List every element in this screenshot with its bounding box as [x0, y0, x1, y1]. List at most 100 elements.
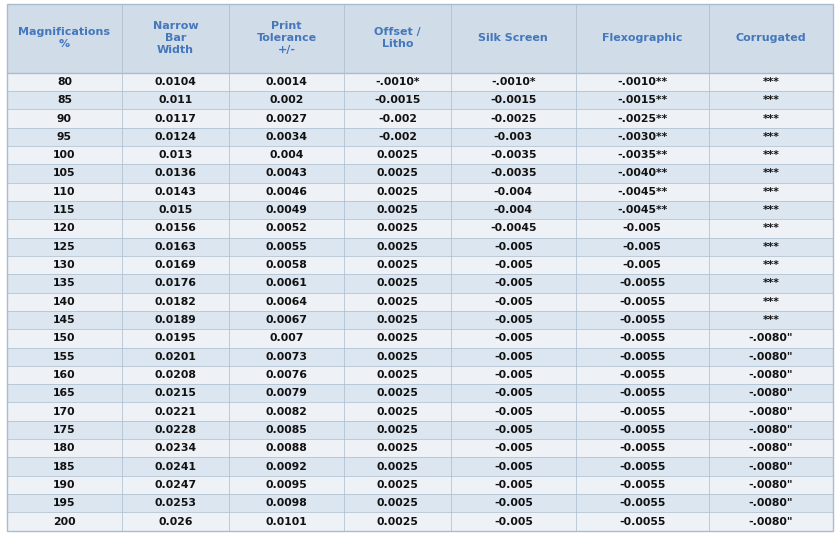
- Text: -0.005: -0.005: [494, 315, 533, 325]
- Text: 0.0055: 0.0055: [265, 242, 307, 252]
- Text: Silk Screen: Silk Screen: [479, 34, 549, 43]
- Text: -0.0055: -0.0055: [619, 351, 665, 362]
- Text: -0.002: -0.002: [378, 113, 417, 124]
- Bar: [7, 402, 833, 421]
- Text: -.0035**: -.0035**: [617, 150, 667, 160]
- Text: 0.0082: 0.0082: [265, 407, 307, 417]
- Bar: [7, 201, 833, 219]
- Text: -0.005: -0.005: [494, 297, 533, 307]
- Text: -0.005: -0.005: [494, 444, 533, 453]
- Text: -0.005: -0.005: [494, 260, 533, 270]
- Text: -0.0055: -0.0055: [619, 480, 665, 490]
- Text: -0.005: -0.005: [494, 242, 533, 252]
- Text: -0.002: -0.002: [378, 132, 417, 142]
- Text: 125: 125: [53, 242, 76, 252]
- Text: Corrugated: Corrugated: [736, 34, 806, 43]
- Text: -.0080": -.0080": [748, 388, 793, 399]
- Text: -.0080": -.0080": [748, 517, 793, 526]
- Text: 0.0117: 0.0117: [155, 113, 197, 124]
- Text: 0.0143: 0.0143: [155, 187, 197, 197]
- Text: ***: ***: [763, 224, 780, 233]
- Text: 0.0095: 0.0095: [265, 480, 307, 490]
- Text: 0.0025: 0.0025: [377, 169, 418, 179]
- Text: 110: 110: [53, 187, 76, 197]
- Text: 0.0221: 0.0221: [155, 407, 197, 417]
- Text: -.0080": -.0080": [748, 351, 793, 362]
- Bar: [7, 384, 833, 402]
- Text: 0.0195: 0.0195: [155, 333, 197, 343]
- Bar: [7, 366, 833, 384]
- Text: 0.015: 0.015: [159, 205, 192, 215]
- Text: 0.0208: 0.0208: [155, 370, 197, 380]
- Text: 0.004: 0.004: [270, 150, 304, 160]
- Bar: [7, 146, 833, 164]
- Text: 0.0064: 0.0064: [265, 297, 307, 307]
- Text: 180: 180: [53, 444, 76, 453]
- Text: 80: 80: [57, 77, 72, 87]
- Text: 90: 90: [57, 113, 72, 124]
- Bar: [7, 311, 833, 329]
- Bar: [7, 91, 833, 109]
- Text: 95: 95: [57, 132, 72, 142]
- Text: 0.0228: 0.0228: [155, 425, 197, 435]
- Text: 0.0156: 0.0156: [155, 224, 197, 233]
- Text: 0.011: 0.011: [159, 95, 192, 105]
- Text: -.0080": -.0080": [748, 498, 793, 508]
- Text: 0.0189: 0.0189: [155, 315, 197, 325]
- Bar: [7, 348, 833, 366]
- Text: ***: ***: [763, 315, 780, 325]
- Text: -0.005: -0.005: [494, 351, 533, 362]
- Bar: [7, 164, 833, 182]
- Text: 165: 165: [53, 388, 76, 399]
- Text: -0.0015: -0.0015: [375, 95, 421, 105]
- Text: 0.0046: 0.0046: [265, 187, 307, 197]
- Text: -0.0055: -0.0055: [619, 315, 665, 325]
- Text: -0.0035: -0.0035: [490, 169, 537, 179]
- Text: -0.0055: -0.0055: [619, 517, 665, 526]
- Text: ***: ***: [763, 278, 780, 288]
- Text: Narrow
Bar
Width: Narrow Bar Width: [153, 21, 198, 56]
- Text: -.0080": -.0080": [748, 407, 793, 417]
- Text: 150: 150: [53, 333, 76, 343]
- Text: 0.0104: 0.0104: [155, 77, 197, 87]
- Text: -0.0055: -0.0055: [619, 462, 665, 471]
- Text: 0.0079: 0.0079: [265, 388, 307, 399]
- Bar: [7, 513, 833, 531]
- Bar: [7, 421, 833, 439]
- Text: ***: ***: [763, 297, 780, 307]
- Bar: [7, 128, 833, 146]
- Text: -0.0055: -0.0055: [619, 498, 665, 508]
- Text: 0.0058: 0.0058: [265, 260, 307, 270]
- Text: 0.0025: 0.0025: [377, 462, 418, 471]
- Text: 0.0215: 0.0215: [155, 388, 197, 399]
- Text: -.0045**: -.0045**: [617, 187, 667, 197]
- Text: 0.0025: 0.0025: [377, 278, 418, 288]
- Bar: [7, 494, 833, 513]
- Bar: [7, 238, 833, 256]
- Text: -.0030**: -.0030**: [617, 132, 667, 142]
- Bar: [7, 274, 833, 293]
- Text: -0.0055: -0.0055: [619, 407, 665, 417]
- Text: -0.0055: -0.0055: [619, 388, 665, 399]
- Text: 0.013: 0.013: [159, 150, 192, 160]
- Text: -0.005: -0.005: [494, 517, 533, 526]
- Text: 0.0025: 0.0025: [377, 517, 418, 526]
- Text: 0.0098: 0.0098: [265, 498, 307, 508]
- Bar: [7, 329, 833, 348]
- Text: -0.005: -0.005: [494, 278, 533, 288]
- Text: 170: 170: [53, 407, 76, 417]
- Text: -.0080": -.0080": [748, 480, 793, 490]
- Text: -.0080": -.0080": [748, 425, 793, 435]
- Text: -0.005: -0.005: [622, 260, 662, 270]
- Text: 0.0085: 0.0085: [265, 425, 307, 435]
- Text: -.0010*: -.0010*: [375, 77, 420, 87]
- Text: -0.005: -0.005: [494, 498, 533, 508]
- Text: -0.005: -0.005: [494, 407, 533, 417]
- Text: 0.0061: 0.0061: [265, 278, 307, 288]
- Text: 0.0014: 0.0014: [265, 77, 307, 87]
- Text: 0.0163: 0.0163: [155, 242, 197, 252]
- Text: -.0080": -.0080": [748, 444, 793, 453]
- Text: 0.0043: 0.0043: [265, 169, 307, 179]
- Text: 0.0025: 0.0025: [377, 407, 418, 417]
- Text: 0.0124: 0.0124: [155, 132, 197, 142]
